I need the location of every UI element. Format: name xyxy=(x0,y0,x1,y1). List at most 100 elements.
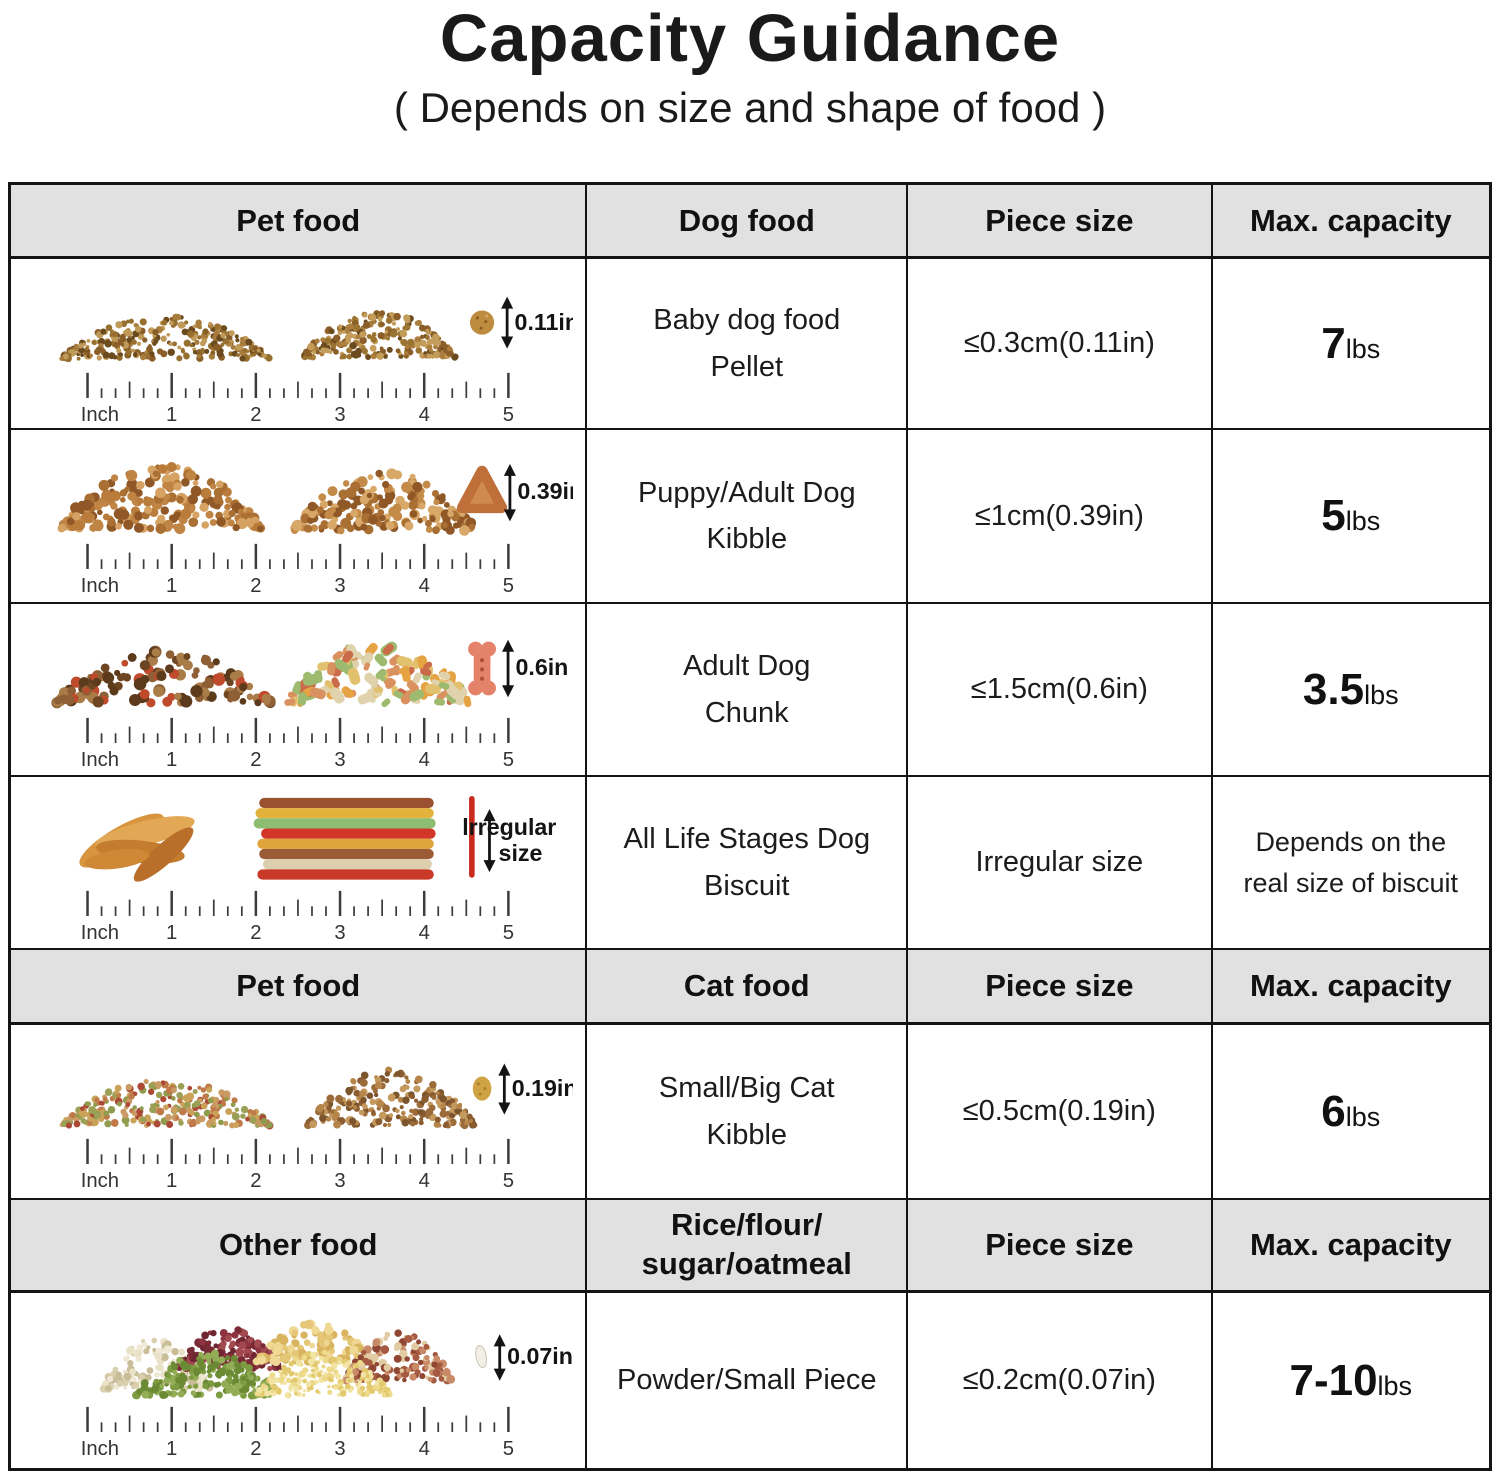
svg-text:4: 4 xyxy=(419,1170,430,1191)
page-subtitle: ( Depends on size and shape of food ) xyxy=(393,83,1107,131)
food-name-line2: Pellet xyxy=(710,350,784,383)
size-label: 0.39in xyxy=(517,478,573,504)
food-name-line1: Puppy/Adult Dog xyxy=(637,476,856,509)
capacity-number: 3.5 xyxy=(1302,664,1365,714)
svg-text:5: 5 xyxy=(503,404,514,425)
svg-text:Inch: Inch xyxy=(81,575,119,596)
food-name-line2: Kibble xyxy=(706,1118,788,1151)
svg-text:Inch: Inch xyxy=(81,922,119,943)
piece-size-value: ≤0.3cm(0.11in) xyxy=(908,259,1213,430)
food-name: Baby dog food Pellet xyxy=(587,259,909,430)
svg-text:Inch: Inch xyxy=(81,404,119,425)
header-cat-food: Cat food xyxy=(587,950,909,1025)
svg-text:Inch: Inch xyxy=(81,1170,119,1191)
table-header-other: Other food Rice/flour/sugar/oatmeal Piec… xyxy=(11,1200,1489,1293)
chunk-pile-left xyxy=(51,645,276,709)
svg-text:4: 4 xyxy=(419,1438,430,1459)
header-max-capacity: Max. capacity xyxy=(1212,950,1489,1025)
inch-ruler: Inch 1 2 3 4 5 xyxy=(81,890,514,943)
cat-kibble-photo-cell: 0.19in Inch 1 2 3 4 5 xyxy=(11,1025,588,1200)
svg-text:2: 2 xyxy=(250,404,261,425)
svg-text:2: 2 xyxy=(250,575,261,596)
svg-text:4: 4 xyxy=(419,749,430,770)
capacity-unit: lbs xyxy=(1345,1101,1381,1132)
svg-text:3: 3 xyxy=(335,922,346,943)
svg-text:4: 4 xyxy=(419,404,430,425)
svg-text:3: 3 xyxy=(335,1438,346,1459)
single-cat-kibble-icon xyxy=(472,1076,492,1101)
piece-size-value: ≤1cm(0.39in) xyxy=(908,430,1213,604)
food-name-line2: Kibble xyxy=(706,523,788,555)
max-capacity-value: 7 lbs xyxy=(1212,259,1489,430)
food-name: Small/Big Cat Kibble xyxy=(587,1025,909,1200)
svg-text:5: 5 xyxy=(503,1438,514,1459)
piece-size-value: ≤0.5cm(0.19in) xyxy=(908,1025,1213,1200)
svg-text:2: 2 xyxy=(250,922,261,943)
row-dog-biscuit: lrregular size Inch 1 2 3 4 5 All Life Stages… xyxy=(11,777,1489,950)
header-dog-food: Dog food xyxy=(587,185,909,259)
svg-text:2: 2 xyxy=(250,1170,261,1191)
header-piece-size: Piece size xyxy=(908,185,1213,259)
speckled-bean-pile xyxy=(342,1329,456,1385)
dimension-arrow-icon xyxy=(501,296,514,349)
dimension-arrow-icon xyxy=(503,463,516,522)
capacity-number: 5 xyxy=(1321,491,1346,540)
chunk-photo-cell: 0.6in Inch 1 2 3 4 5 xyxy=(11,604,588,777)
capacity-unit: lbs xyxy=(1377,1370,1413,1401)
biscuit-pile-right xyxy=(284,641,472,708)
pellet-piles-icon: 0.11in xyxy=(59,296,574,363)
header-rice-line2: sugar/oatmeal xyxy=(641,1246,852,1281)
svg-text:5: 5 xyxy=(503,922,514,943)
header-pet-food: Pet food xyxy=(11,950,588,1025)
svg-text:1: 1 xyxy=(166,922,177,943)
header-max-capacity: Max. capacity xyxy=(1212,185,1489,259)
max-capacity-value: 3.5 lbs xyxy=(1212,604,1489,777)
inch-ruler: Inch 1 2 3 4 5 xyxy=(81,1406,514,1459)
header-rice-flour: Rice/flour/sugar/oatmeal xyxy=(587,1200,909,1293)
cat-kibble-pile-right xyxy=(304,1066,478,1130)
row-adult-dog-chunk: 0.6in Inch 1 2 3 4 5 Adult Dog Chunk ≤1.5cm(0.… xyxy=(11,604,1489,777)
pellet-pile-right xyxy=(301,310,459,361)
svg-text:2: 2 xyxy=(250,749,261,770)
max-capacity-value: 5 lbs xyxy=(1212,430,1489,604)
pellet-pile-left xyxy=(59,313,273,363)
millet-pile xyxy=(254,1349,393,1399)
single-stick-icon xyxy=(469,796,475,878)
kibble-piles-icon: 0.39in xyxy=(57,461,573,536)
food-name-line1: Baby dog food xyxy=(653,304,841,337)
food-name: All Life Stages Dog Biscuit xyxy=(587,777,909,950)
dimension-arrow-icon xyxy=(498,1063,511,1115)
size-label: 0.11in xyxy=(515,309,574,335)
food-name: Puppy/Adult Dog Kibble xyxy=(587,430,909,604)
row-puppy-adult-kibble: 0.39in Inch 1 2 3 4 5 Puppy/Adult Dog Kibble ≤… xyxy=(11,430,1489,604)
size-label-line1: lrregular xyxy=(462,814,556,840)
svg-text:4: 4 xyxy=(419,922,430,943)
capacity-text-line1: Depends on the xyxy=(1255,827,1447,857)
food-name-line1: All Life Stages Dog xyxy=(623,823,871,856)
grain-photo-cell: 0.07in Inch 1 2 3 4 5 xyxy=(11,1293,588,1468)
svg-text:Inch: Inch xyxy=(81,749,119,770)
inch-ruler: Inch 1 2 3 4 5 xyxy=(81,717,514,770)
max-capacity-value: 7-10 lbs xyxy=(1213,1293,1489,1468)
single-kibble-icon xyxy=(456,465,508,514)
max-capacity-value: 6 lbs xyxy=(1212,1025,1489,1200)
food-name-line2: Biscuit xyxy=(704,869,790,902)
svg-text:3: 3 xyxy=(335,749,346,770)
svg-text:3: 3 xyxy=(335,404,346,425)
cat-kibble-piles-icon: 0.19in xyxy=(59,1063,573,1130)
table-header-cat: Pet food Cat food Piece size Max. capaci… xyxy=(11,950,1489,1025)
capacity-text-line2: real size of biscuit xyxy=(1243,867,1459,898)
inch-ruler: Inch 1 2 3 4 5 xyxy=(81,1138,514,1191)
capacity-number: 7 xyxy=(1321,318,1346,368)
kibble-photo-cell: 0.39in Inch 1 2 3 4 5 xyxy=(11,430,588,604)
max-capacity-value: Depends on the real size of biscuit xyxy=(1212,777,1489,950)
capacity-table: Pet food Dog food Piece size Max. capaci… xyxy=(8,182,1492,1471)
svg-text:1: 1 xyxy=(166,404,177,425)
capacity-unit: lbs xyxy=(1364,679,1399,710)
pellet-photo-cell: 0.11in Inch 1 2 3 4 5 xyxy=(11,259,588,430)
kibble-pile-right xyxy=(290,468,477,536)
piece-size-value: ≤1.5cm(0.6in) xyxy=(908,604,1213,777)
capacity-unit: lbs xyxy=(1345,506,1381,536)
header-pet-food: Pet food xyxy=(11,185,588,259)
food-name-line2: Chunk xyxy=(704,696,789,729)
